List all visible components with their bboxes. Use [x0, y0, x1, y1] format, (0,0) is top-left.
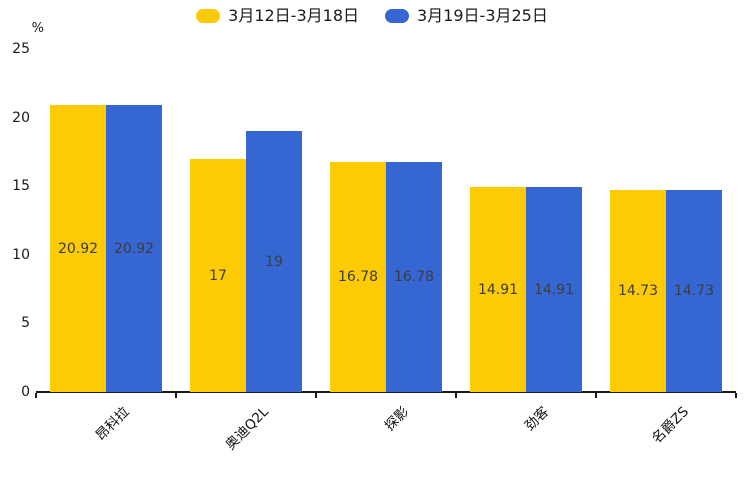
bar-value-label: 17 — [209, 267, 227, 284]
bar-value-label: 16.78 — [337, 269, 379, 285]
bar-value-label: 14.91 — [477, 281, 519, 298]
bar-名爵ZS-series-1: 14.73 — [610, 190, 666, 392]
bar-奥迪Q2L-series-1: 17 — [190, 159, 246, 392]
x-category-label: 探影 — [381, 403, 413, 435]
y-axis-unit-label: % — [31, 21, 44, 36]
legend-label: 3月12日-3月18日 — [228, 6, 359, 25]
y-tick-label: 10 — [12, 246, 30, 263]
chart-legend: 3月12日-3月18日 3月19日-3月25日 — [0, 6, 744, 26]
bar-value-label: 19 — [265, 253, 283, 270]
bar-value-label: 20.92 — [57, 240, 99, 257]
bar-value-label: 14.91 — [533, 281, 575, 298]
x-axis-tick — [595, 393, 597, 398]
bar-探影-series-1: 16.78 — [330, 162, 386, 392]
y-tick-label: 25 — [12, 41, 30, 57]
bar-奥迪Q2L-series-2: 19 — [246, 131, 302, 392]
x-axis-tick — [455, 393, 457, 398]
legend-item-series-2[interactable]: 3月19日-3月25日 — [385, 6, 548, 26]
legend-swatch-icon — [385, 9, 409, 23]
x-axis-line — [36, 391, 736, 393]
legend-label: 3月19日-3月25日 — [417, 6, 548, 25]
bar-名爵ZS-series-2: 14.73 — [666, 190, 722, 392]
bar-劲客-series-1: 14.91 — [470, 187, 526, 392]
x-axis-tick — [315, 393, 317, 398]
x-category-label: 奥迪Q2L — [222, 403, 273, 454]
y-tick-label: 15 — [12, 178, 30, 195]
bar-劲客-series-2: 14.91 — [526, 187, 582, 392]
bar-昂科拉-series-1: 20.92 — [50, 105, 106, 392]
x-category-label: 名爵ZS — [649, 403, 693, 447]
bar-value-label: 16.78 — [393, 269, 435, 285]
y-tick-label: 20 — [12, 109, 30, 126]
bar-value-label: 14.73 — [673, 283, 715, 299]
x-axis-tick — [175, 393, 177, 398]
bar-value-label: 20.92 — [113, 240, 155, 257]
legend-swatch-icon — [196, 9, 221, 23]
x-category-label: 昂科拉 — [92, 403, 133, 444]
y-tick-label: 5 — [21, 315, 30, 332]
x-axis-tick — [35, 393, 37, 398]
legend-item-series-1[interactable]: 3月12日-3月18日 — [196, 6, 359, 26]
bar-探影-series-2: 16.78 — [386, 162, 442, 392]
x-category-label: 劲客 — [521, 403, 553, 435]
bar-value-label: 14.73 — [617, 283, 659, 299]
bar-昂科拉-series-2: 20.92 — [106, 105, 162, 392]
y-tick-label: 0 — [21, 384, 30, 400]
x-axis-tick — [735, 393, 737, 398]
